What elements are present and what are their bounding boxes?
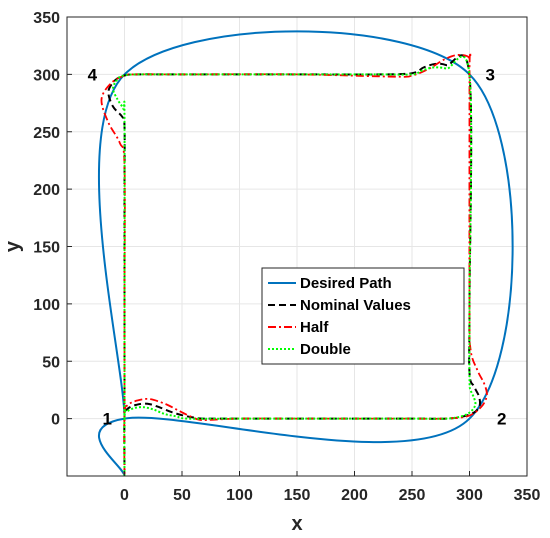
series-line [100,51,488,477]
y-tick-label: 200 [33,182,60,199]
x-tick-label: 300 [456,487,483,504]
x-tick-label: 0 [120,487,129,504]
legend: Desired Path Nominal Values Half Double [261,267,465,365]
legend-entry-label: Desired Path [300,275,392,292]
x-tick-label: 350 [514,487,541,504]
x-tick-label: 100 [226,487,253,504]
corner-labels: 1 2 3 4 [88,65,507,428]
x-tick-label: 200 [341,487,368,504]
corner-label: 3 [485,65,494,84]
corner-label: 1 [103,410,112,429]
x-tick-label: 150 [284,487,311,504]
y-tick-label: 350 [33,10,60,27]
series-line [107,54,482,477]
y-tick-label: 300 [33,67,60,84]
x-axis-label: x [291,513,302,535]
y-tick-label: 100 [33,297,60,314]
series-line [112,55,477,477]
legend-entry-label: Nominal Values [300,297,411,314]
y-tick-label: 0 [51,412,60,429]
y-tick-label: 250 [33,125,60,142]
x-tick-label: 50 [173,487,191,504]
corner-label: 2 [497,410,506,429]
series-layer [97,30,514,477]
y-axis-label: y [2,240,24,252]
x-tick-label: 250 [399,487,426,504]
tick-labels: 0 50 100 150 200 250 300 350 0 50 100 150 200 250 300 3… [33,10,540,504]
y-tick-label: 150 [33,240,60,257]
y-tick-label: 50 [42,354,60,371]
corner-label: 4 [88,65,98,84]
series-line [97,30,514,477]
legend-entry-label: Double [300,341,351,358]
legend-entry-label: Half [300,319,329,336]
